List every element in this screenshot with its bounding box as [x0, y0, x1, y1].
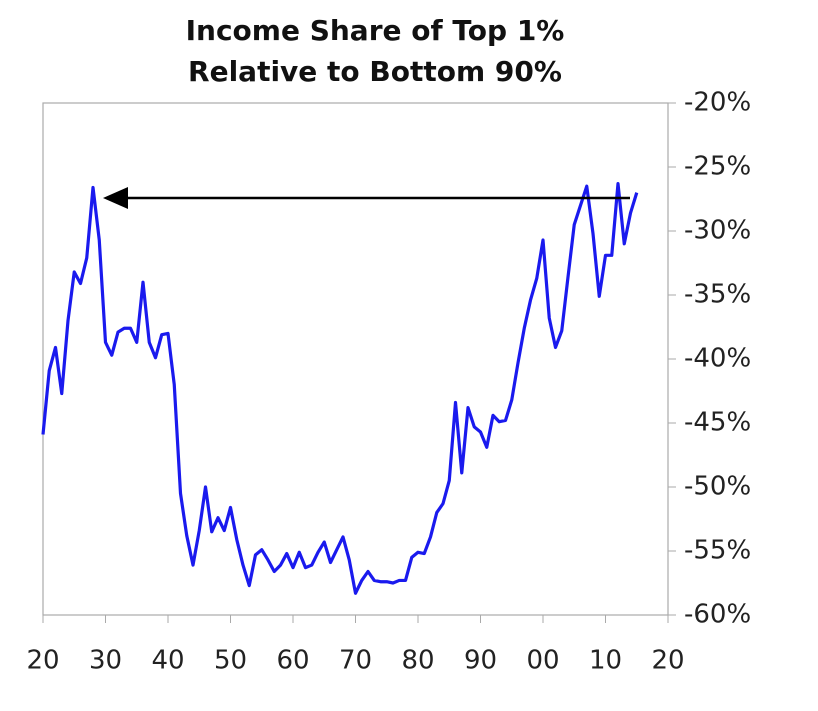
y-tick-label: -45%: [684, 408, 751, 438]
y-tick-label: -35%: [684, 280, 751, 310]
y-tick-label: -30%: [684, 216, 751, 246]
y-tick-label: -55%: [684, 536, 751, 566]
chart-title: Relative to Bottom 90%: [188, 55, 562, 88]
x-tick-label: 50: [214, 646, 247, 676]
x-tick-label: 60: [276, 646, 309, 676]
x-tick-label: 20: [651, 646, 684, 676]
y-tick-label: -50%: [684, 472, 751, 502]
x-tick-label: 00: [526, 646, 559, 676]
x-tick-label: 90: [464, 646, 497, 676]
y-tick-label: -25%: [684, 152, 751, 182]
x-tick-label: 30: [89, 646, 122, 676]
y-tick-label: -60%: [684, 600, 751, 630]
y-tick-label: -40%: [684, 344, 751, 374]
x-tick-label: 70: [339, 646, 372, 676]
y-tick-label: -20%: [684, 88, 751, 118]
x-tick-label: 20: [26, 646, 59, 676]
line: [41, 182, 639, 595]
plot-frame: [42, 102, 669, 616]
x-tick-label: 10: [589, 646, 622, 676]
x-tick-label: 40: [151, 646, 184, 676]
x-tick-label: 80: [401, 646, 434, 676]
chart-title: Income Share of Top 1%: [186, 14, 565, 47]
arrow-head: [103, 187, 128, 209]
